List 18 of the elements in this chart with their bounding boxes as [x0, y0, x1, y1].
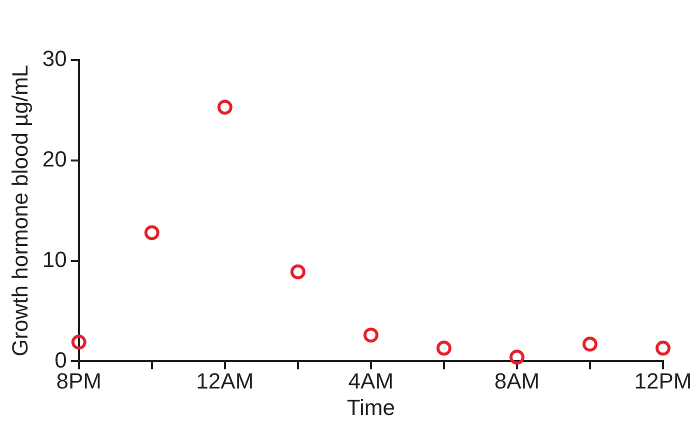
x-tick-label: 4AM [348, 368, 394, 394]
x-tick-label: 12PM [634, 368, 692, 394]
point [71, 334, 86, 350]
point [144, 225, 160, 240]
x-tick-label: 8AM [494, 368, 540, 394]
point [436, 340, 452, 356]
point [509, 350, 524, 365]
y-tick-label: 10 [42, 246, 67, 272]
y-axis-title: Growth hormone blood µg/mL [7, 64, 32, 356]
point [656, 340, 670, 356]
y-tick-label: 20 [42, 146, 67, 172]
point [290, 264, 306, 280]
point [582, 336, 598, 352]
x-tick-label: 12AM [196, 368, 254, 394]
point [363, 328, 378, 343]
y-tick-label: 30 [42, 46, 67, 72]
point [217, 100, 232, 115]
x-axis-title: Time [346, 394, 395, 420]
